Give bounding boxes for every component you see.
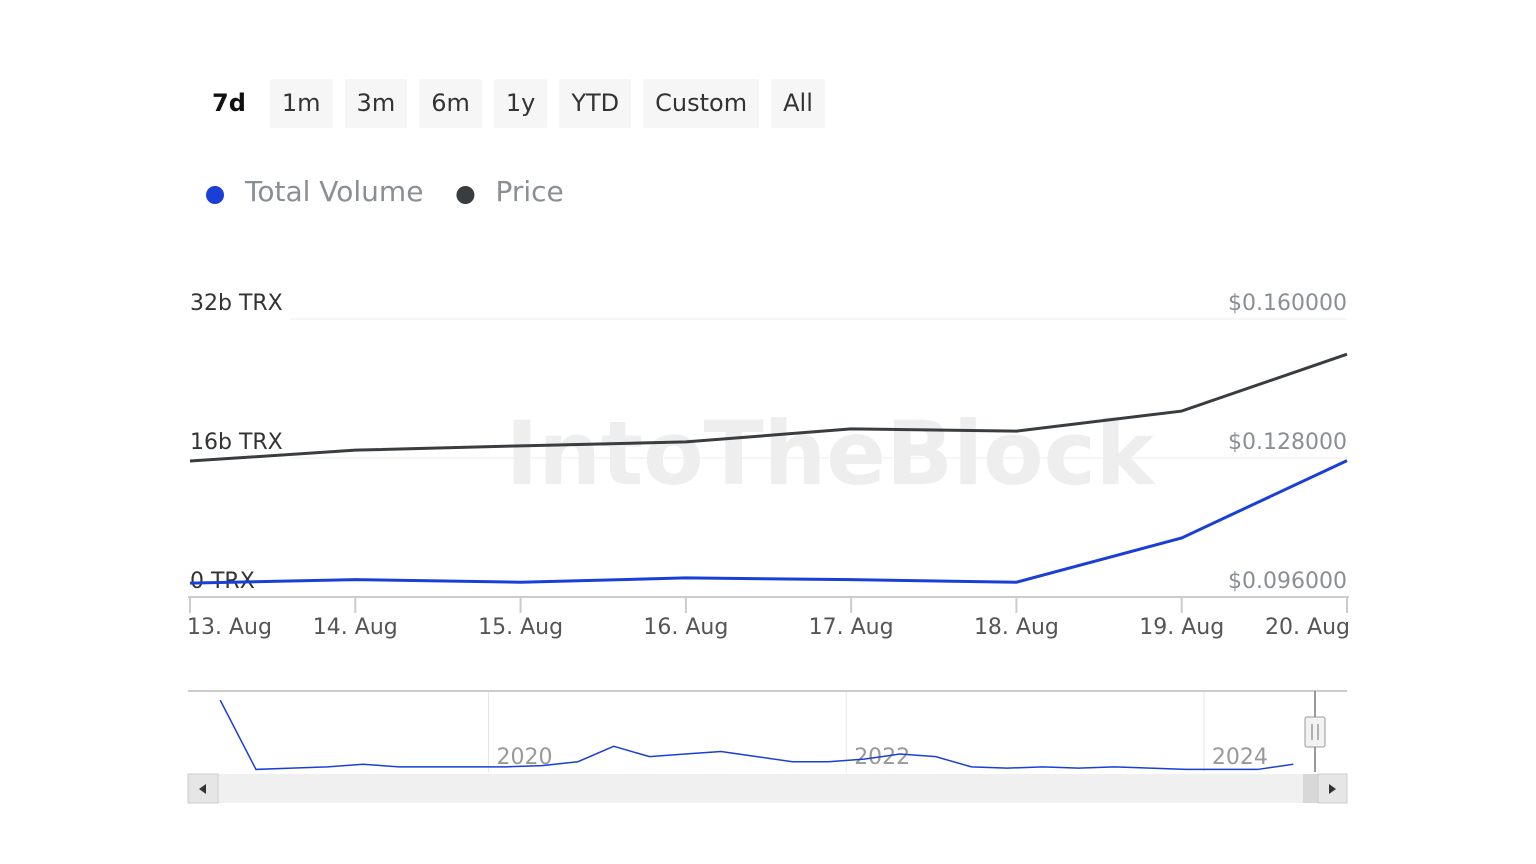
y-tick-label: 16b TRX <box>190 430 283 455</box>
legend-label[interactable]: Total Volume <box>244 175 423 208</box>
range-button[interactable]: 7d <box>200 79 258 128</box>
navigator-line <box>219 699 1294 771</box>
x-tick-label: 14. Aug <box>313 615 398 640</box>
x-tick-label: 17. Aug <box>809 615 894 640</box>
navigator-handle-grip <box>1311 724 1319 740</box>
scroll-right-arrow <box>1329 784 1336 794</box>
scroll-left-arrow <box>199 784 206 794</box>
scrollbar-thumb[interactable] <box>1303 774 1319 803</box>
range-button[interactable]: All <box>771 79 825 128</box>
x-tick-label: 18. Aug <box>974 615 1059 640</box>
series-line <box>189 459 1348 585</box>
navigator-tick-label: 2024 <box>1212 745 1268 770</box>
y2-tick-label: $0.128000 <box>1228 430 1347 455</box>
y2-tick-label: $0.096000 <box>1228 569 1347 594</box>
legend-marker[interactable] <box>456 186 475 204</box>
range-selector: 7d 1m 3m 6m 1y YTD Custom All <box>200 79 825 128</box>
legend-marker[interactable] <box>206 186 224 204</box>
series-line <box>189 352 1348 463</box>
range-button[interactable]: YTD <box>559 79 632 128</box>
x-tick-label: 16. Aug <box>643 615 728 640</box>
x-tick-label: 19. Aug <box>1139 615 1224 640</box>
x-tick-label: 13. Aug <box>187 615 272 640</box>
range-button[interactable]: 6m <box>419 79 482 128</box>
range-button[interactable]: 1y <box>493 79 548 128</box>
range-button[interactable]: 3m <box>344 79 408 128</box>
navigator-tick-label: 2022 <box>854 745 910 770</box>
scrollbar-track <box>188 774 1347 803</box>
range-button[interactable]: 1m <box>269 79 333 128</box>
y-tick-label: 32b TRX <box>190 291 283 316</box>
x-tick-label: 15. Aug <box>478 615 563 640</box>
range-button[interactable]: Custom <box>643 79 760 128</box>
watermark: IntoTheBlock <box>506 402 1157 505</box>
y2-tick-label: $0.160000 <box>1228 291 1347 316</box>
legend-label[interactable]: Price <box>495 175 563 208</box>
navigator-handle[interactable] <box>1304 716 1326 748</box>
x-tick-label: 20. Aug <box>1265 615 1350 640</box>
